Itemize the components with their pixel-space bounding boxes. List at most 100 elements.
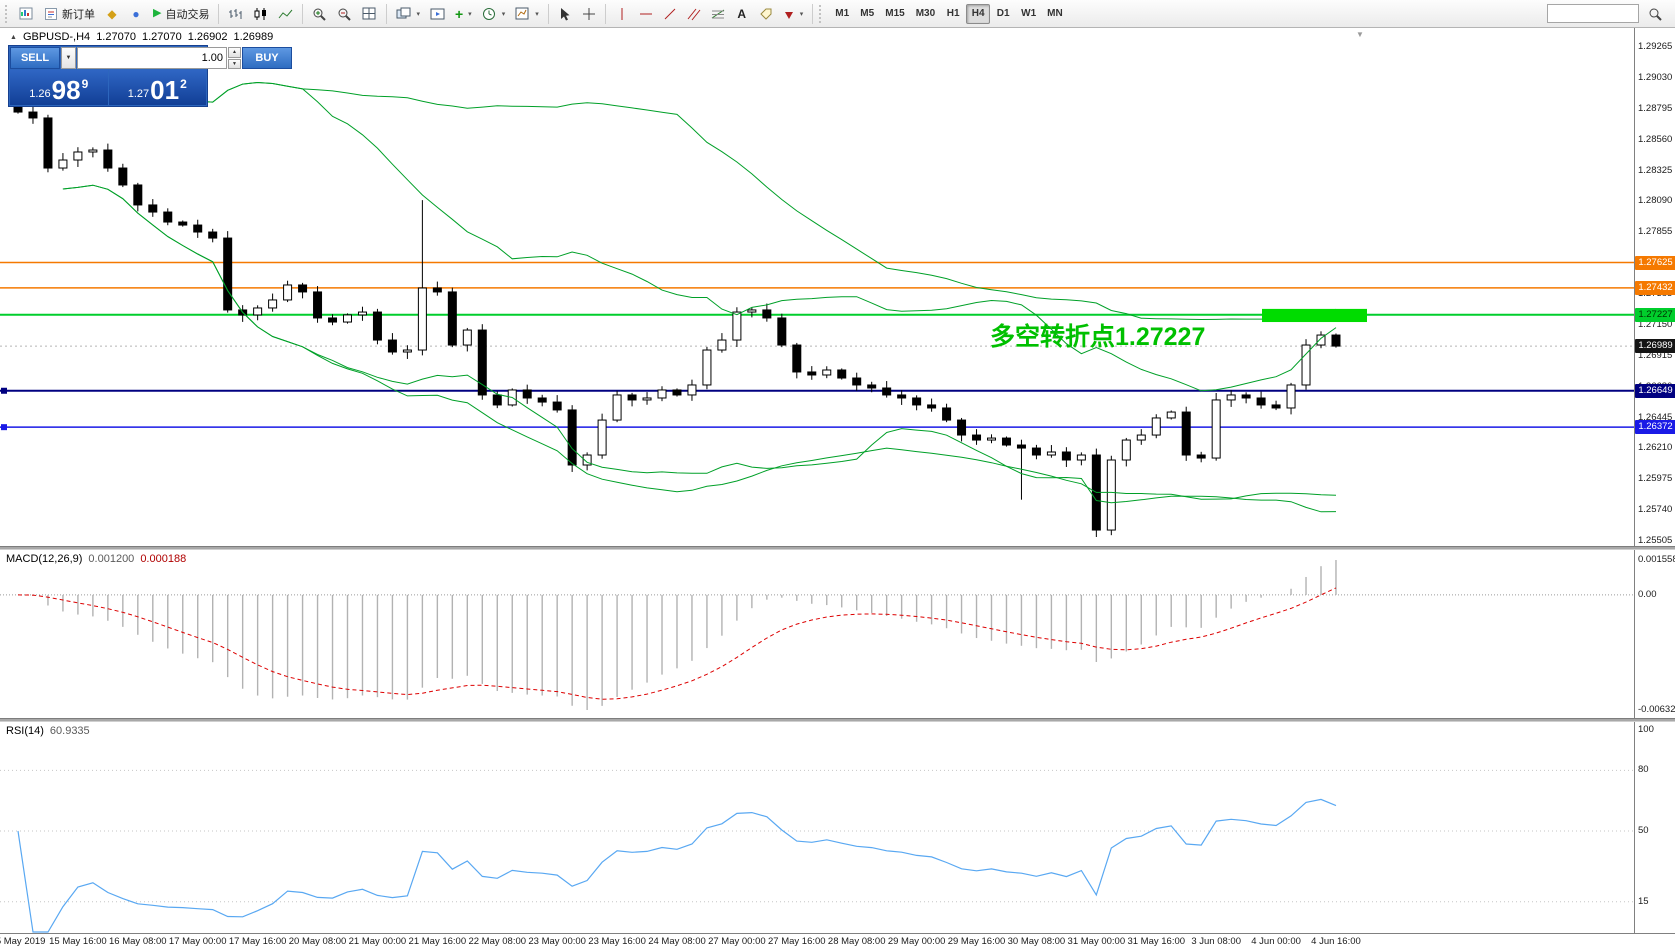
macd-zero-label: 0.00 bbox=[1638, 588, 1657, 600]
dropdown-caret-icon: ▾ bbox=[501, 10, 506, 18]
time-label: 17 May 00:00 bbox=[168, 936, 227, 947]
volume-up-button[interactable]: ▲ bbox=[228, 47, 241, 58]
tile-windows-button[interactable] bbox=[357, 3, 382, 25]
horizontal-line-icon bbox=[639, 7, 653, 21]
search-button[interactable] bbox=[1643, 3, 1668, 25]
bid-price-tag[interactable]: 1.26989 bbox=[1635, 339, 1675, 354]
channel-tool-button[interactable] bbox=[682, 3, 706, 25]
chart-shift-button[interactable] bbox=[425, 3, 450, 25]
horizontal-lines bbox=[0, 261, 1634, 431]
horizontal-line-tool-button[interactable] bbox=[634, 3, 658, 25]
fibonacci-tool-button[interactable] bbox=[706, 3, 730, 25]
buy-button[interactable]: BUY bbox=[242, 47, 292, 69]
new-order-label: 新订单 bbox=[62, 8, 95, 21]
chart-shift-marker[interactable]: ▼ bbox=[1356, 30, 1364, 39]
market-watch-button[interactable]: ● bbox=[124, 3, 148, 25]
crosshair-icon bbox=[582, 7, 596, 21]
navigator-button[interactable]: ◆ bbox=[100, 3, 124, 25]
price-tick: 1.27150 bbox=[1638, 318, 1673, 330]
timeframe-m5-button[interactable]: M5 bbox=[860, 8, 875, 19]
indicators-button[interactable]: + ▾ bbox=[450, 3, 477, 25]
macd-signal-value: 0.000188 bbox=[140, 553, 187, 565]
time-label: 27 May 00:00 bbox=[708, 936, 766, 947]
price-tag-1.27432[interactable]: 1.27432 bbox=[1635, 280, 1675, 295]
symbol-label: GBPUSD-,H4 bbox=[22, 31, 91, 43]
search-area bbox=[1547, 3, 1672, 25]
timeframe-w1-button[interactable]: W1 bbox=[1021, 8, 1037, 19]
time-label: 27 May 16:00 bbox=[768, 936, 826, 947]
toolbar-grip[interactable] bbox=[5, 4, 10, 23]
rsi-level-label: 15 bbox=[1638, 895, 1649, 907]
time-label: 29 May 16:00 bbox=[947, 936, 1006, 947]
line-chart-mode-button[interactable] bbox=[273, 3, 298, 25]
time-label: 29 May 00:00 bbox=[887, 936, 946, 947]
price-tag-1.26372[interactable]: 1.26372 bbox=[1635, 420, 1675, 435]
arrows-tool-button[interactable]: ▾ bbox=[778, 3, 809, 25]
price-tick: 1.28090 bbox=[1638, 195, 1673, 207]
timeframe-h4-button[interactable]: H4 bbox=[966, 3, 991, 24]
time-label: 15 May 2019 bbox=[0, 936, 46, 947]
price-chart[interactable] bbox=[0, 28, 1634, 546]
trendline-tool-button[interactable] bbox=[658, 3, 682, 25]
symbol-marker-icon[interactable]: ▲ bbox=[10, 33, 17, 41]
timeframe-toolbar: M1 M5 M15 M30 H1 H4 D1 W1 MN bbox=[830, 3, 1067, 24]
dropdown-caret-icon: ▾ bbox=[535, 10, 539, 18]
new-chart-button[interactable] bbox=[14, 3, 39, 25]
templates-button[interactable]: ▾ bbox=[510, 3, 544, 25]
sell-price-prefix: 1.26 bbox=[29, 88, 51, 100]
timeframe-m1-button[interactable]: M1 bbox=[835, 8, 850, 19]
zoom-in-button[interactable] bbox=[307, 3, 332, 25]
autotrading-button[interactable]: ▶ 自动交易 bbox=[148, 3, 214, 25]
price-tag-1.27625[interactable]: 1.27625 bbox=[1635, 255, 1675, 270]
volume-down-button[interactable]: ▼ bbox=[228, 58, 241, 69]
timeframe-h1-button[interactable]: H1 bbox=[946, 8, 960, 19]
toolbar-grip[interactable] bbox=[819, 4, 824, 23]
volume-dropdown-button[interactable]: ▼ bbox=[61, 47, 76, 69]
new-order-button[interactable]: 新订单 bbox=[39, 3, 100, 25]
new-order-icon bbox=[44, 7, 58, 21]
search-input[interactable] bbox=[1547, 4, 1639, 23]
timeframe-m30-button[interactable]: M30 bbox=[915, 8, 936, 19]
macd-panel-chart[interactable] bbox=[0, 550, 1634, 718]
price-tag-1.27227[interactable]: 1.27227 bbox=[1635, 307, 1675, 322]
buy-price-display[interactable]: 1.27 01 2 bbox=[108, 70, 206, 105]
zoom-out-button[interactable] bbox=[332, 3, 357, 25]
timeframe-mn-button[interactable]: MN bbox=[1047, 8, 1063, 19]
time-label: 24 May 08:00 bbox=[648, 936, 706, 947]
panel-splitter[interactable] bbox=[0, 718, 1675, 722]
price-tick: 1.28560 bbox=[1638, 133, 1673, 145]
cursor-icon bbox=[558, 7, 571, 21]
toolbar-separator bbox=[812, 3, 814, 24]
cursor-button[interactable] bbox=[553, 3, 577, 25]
sell-button[interactable]: SELL bbox=[10, 47, 60, 69]
label-tool-button[interactable] bbox=[754, 3, 778, 25]
new-chart-icon bbox=[19, 7, 34, 21]
volume-input[interactable] bbox=[77, 47, 227, 69]
sell-price-display[interactable]: 1.26 98 9 bbox=[10, 70, 108, 105]
text-tool-button[interactable]: A bbox=[730, 3, 754, 25]
autotrading-label: 自动交易 bbox=[165, 8, 210, 21]
price-tag-1.26649[interactable]: 1.26649 bbox=[1635, 383, 1675, 398]
toolbar-separator bbox=[218, 3, 220, 24]
periods-button[interactable]: ▾ bbox=[477, 3, 511, 25]
rsi-panel-chart[interactable] bbox=[0, 722, 1634, 933]
panel-splitter[interactable] bbox=[0, 546, 1675, 550]
price-axis[interactable]: 1.29265 1.29030 1.28795 1.28560 1.28325 1.280… bbox=[1634, 28, 1675, 933]
candlestick-mode-button[interactable] bbox=[248, 3, 273, 25]
vertical-line-tool-button[interactable] bbox=[610, 3, 634, 25]
candlestick-icon bbox=[253, 7, 268, 21]
bar-chart-mode-button[interactable] bbox=[223, 3, 248, 25]
timeframe-m15-button[interactable]: M15 bbox=[885, 8, 905, 19]
time-label: 17 May 16:00 bbox=[228, 936, 287, 947]
chart-annotation-text[interactable]: 多空转折点1.27227 bbox=[990, 323, 1206, 351]
line-handle bbox=[1, 387, 7, 394]
sell-price-sup: 9 bbox=[81, 77, 89, 91]
buy-price-big: 01 bbox=[150, 75, 180, 105]
zoom-out-icon bbox=[337, 7, 352, 21]
arrange-charts-button[interactable]: ▾ bbox=[391, 3, 425, 25]
symbol-ohlc-line: ▲ GBPUSD-,H4 1.27070 1.27070 1.26902 1.2… bbox=[10, 31, 273, 43]
crosshair-button[interactable] bbox=[577, 3, 601, 25]
timeframe-d1-button[interactable]: D1 bbox=[996, 8, 1010, 19]
